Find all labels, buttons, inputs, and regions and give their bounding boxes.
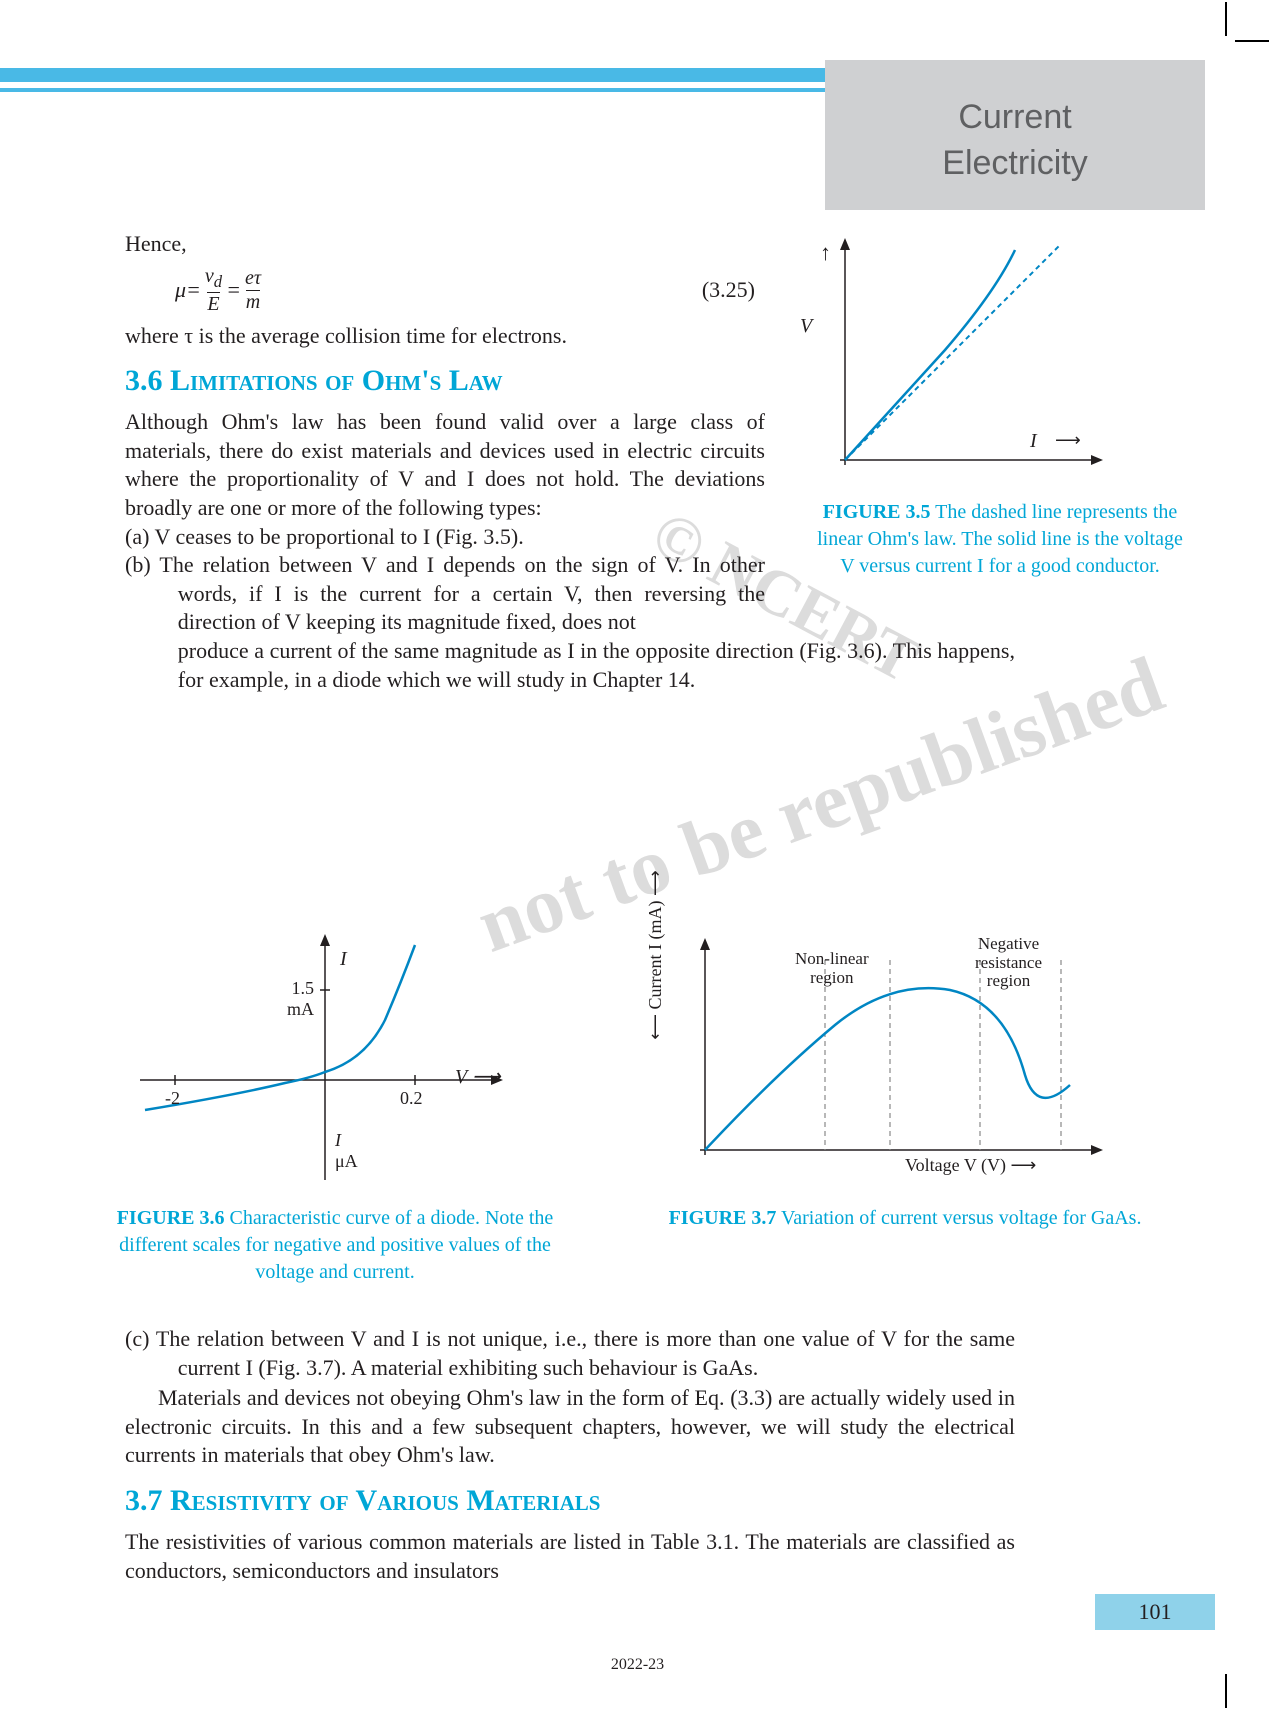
sec36-closing: Materials and devices not obeying Ohm's … — [125, 1384, 1015, 1470]
figure-3-6-chart — [115, 930, 515, 1190]
sec37-p1: The resistivities of various common mate… — [125, 1528, 1015, 1585]
page-number: 101 — [1095, 1594, 1215, 1630]
eq-frac-vd-E: vd E — [205, 265, 222, 316]
eq-frac-etau-m: eτ m — [245, 267, 261, 314]
eq-number: (3.25) — [702, 277, 755, 303]
eq-m: m — [246, 290, 260, 314]
fig36-I2-txt: I — [335, 1130, 341, 1150]
figure-3-7-caption: FIGURE 3.7 Variation of current versus v… — [655, 1205, 1155, 1232]
fig36-V: V ⟶ — [455, 1064, 501, 1089]
fig37-cap-text: Variation of current versus voltage for … — [776, 1207, 1141, 1229]
fig37-res: resistance — [975, 953, 1042, 972]
fig37-nl: Non-linear — [795, 949, 869, 968]
fig36-neg2: -2 — [165, 1088, 180, 1109]
figure-3-6-caption: FIGURE 3.6 Characteristic curve of a dio… — [115, 1205, 555, 1286]
sec36-a: (a) V ceases to be proportional to I (Fi… — [125, 523, 765, 552]
fig36-uA: μA — [335, 1151, 358, 1171]
fig37-cap-lead: FIGURE 3.7 — [669, 1207, 777, 1229]
heading-3-6: 3.6 Limitations of Ohm's Law — [125, 364, 765, 398]
equation-3-25: μ = vd E = eτ m (3.25) — [175, 265, 765, 316]
chapter-title-line2: Electricity — [825, 141, 1205, 187]
fig36-15: 1.5mA — [287, 978, 314, 1020]
crop-mark — [1225, 1674, 1227, 1708]
crop-mark — [1235, 40, 1269, 42]
fig36-mA: mA — [287, 999, 314, 1019]
eq-mu: μ — [175, 277, 186, 303]
chapter-tab: Current Electricity — [825, 60, 1205, 210]
eq-etau: eτ — [245, 267, 261, 290]
hence-text: Hence, — [125, 230, 765, 259]
sec36-b: (b) The relation between V and I depends… — [125, 551, 765, 637]
crop-mark — [1225, 2, 1227, 36]
fig37-reg2: region — [987, 971, 1030, 990]
chapter-title-line1: Current — [825, 95, 1205, 141]
figure-3-7-chart — [655, 930, 1115, 1180]
eq-vd: v — [205, 265, 214, 287]
figure-3-5-caption: FIGURE 3.5 The dashed line represents th… — [805, 499, 1195, 580]
sec36-b-cont: produce a current of the same magnitude … — [125, 637, 1015, 694]
fig37-neg: Negative — [978, 934, 1039, 953]
fig35-V-arrow: ↑ — [820, 240, 831, 266]
fig35-V-label: V — [800, 315, 812, 338]
fig36-I-top: I — [340, 948, 347, 971]
fig37-ylabel: ⟵ Current I (mA) ⟶ — [645, 855, 666, 1055]
fig35-I-label: I — [1030, 430, 1037, 453]
figure-3-6: I 1.5mA -2 0.2 V ⟶ IμA FIGURE 3.6 Charac… — [115, 930, 555, 1286]
fig37-xlab-txt: Voltage V (V) — [905, 1155, 1006, 1175]
fig37-xlabel: Voltage V (V) ⟶ — [905, 1155, 1036, 1176]
fig37-ylab-txt: Current I (mA) — [645, 901, 665, 1010]
fig37-nonlinear: Non-linearregion — [795, 950, 869, 987]
eq-equals: = — [186, 277, 201, 303]
figure-3-7: ⟵ Current I (mA) ⟶ Voltage V (V) ⟶ Non-l… — [655, 930, 1155, 1232]
fig37-reg: region — [810, 968, 853, 987]
fig36-15-val: 1.5 — [292, 978, 315, 998]
sec36-p1: Although Ohm's law has been found valid … — [125, 408, 765, 522]
eq-equals2: = — [226, 277, 241, 303]
fig35-I-arrow: ⟶ — [1055, 430, 1081, 451]
footer-year: 2022-23 — [0, 1656, 1275, 1674]
eq-vd-sub: d — [214, 272, 222, 291]
fig35-cap-lead: FIGURE 3.5 — [823, 501, 931, 523]
figure-3-5-chart — [805, 230, 1115, 490]
after-figures-text: (c) The relation between V and I is not … — [125, 1325, 1015, 1585]
sec36-c: (c) The relation between V and I is not … — [125, 1325, 1015, 1382]
page-content: Hence, μ = vd E = eτ m (3.25) where τ is… — [125, 230, 1150, 694]
fig37-negres: Negativeresistanceregion — [975, 935, 1042, 991]
fig36-02: 0.2 — [400, 1088, 423, 1109]
fig36-I-bot: IμA — [335, 1130, 358, 1172]
fig36-cap-lead: FIGURE 3.6 — [117, 1207, 225, 1229]
figure-row: I 1.5mA -2 0.2 V ⟶ IμA FIGURE 3.6 Charac… — [125, 930, 1150, 1310]
figure-3-5: V ↑ I ⟶ FIGURE 3.5 The dashed line repre… — [805, 230, 1195, 580]
fig36-V-txt: V — [455, 1066, 467, 1088]
heading-3-7: 3.7 Resistivity of Various Materials — [125, 1484, 1015, 1518]
eq-E: E — [207, 292, 219, 316]
main-column: Hence, μ = vd E = eτ m (3.25) where τ is… — [125, 230, 765, 637]
where-text: where τ is the average collision time fo… — [125, 322, 765, 351]
